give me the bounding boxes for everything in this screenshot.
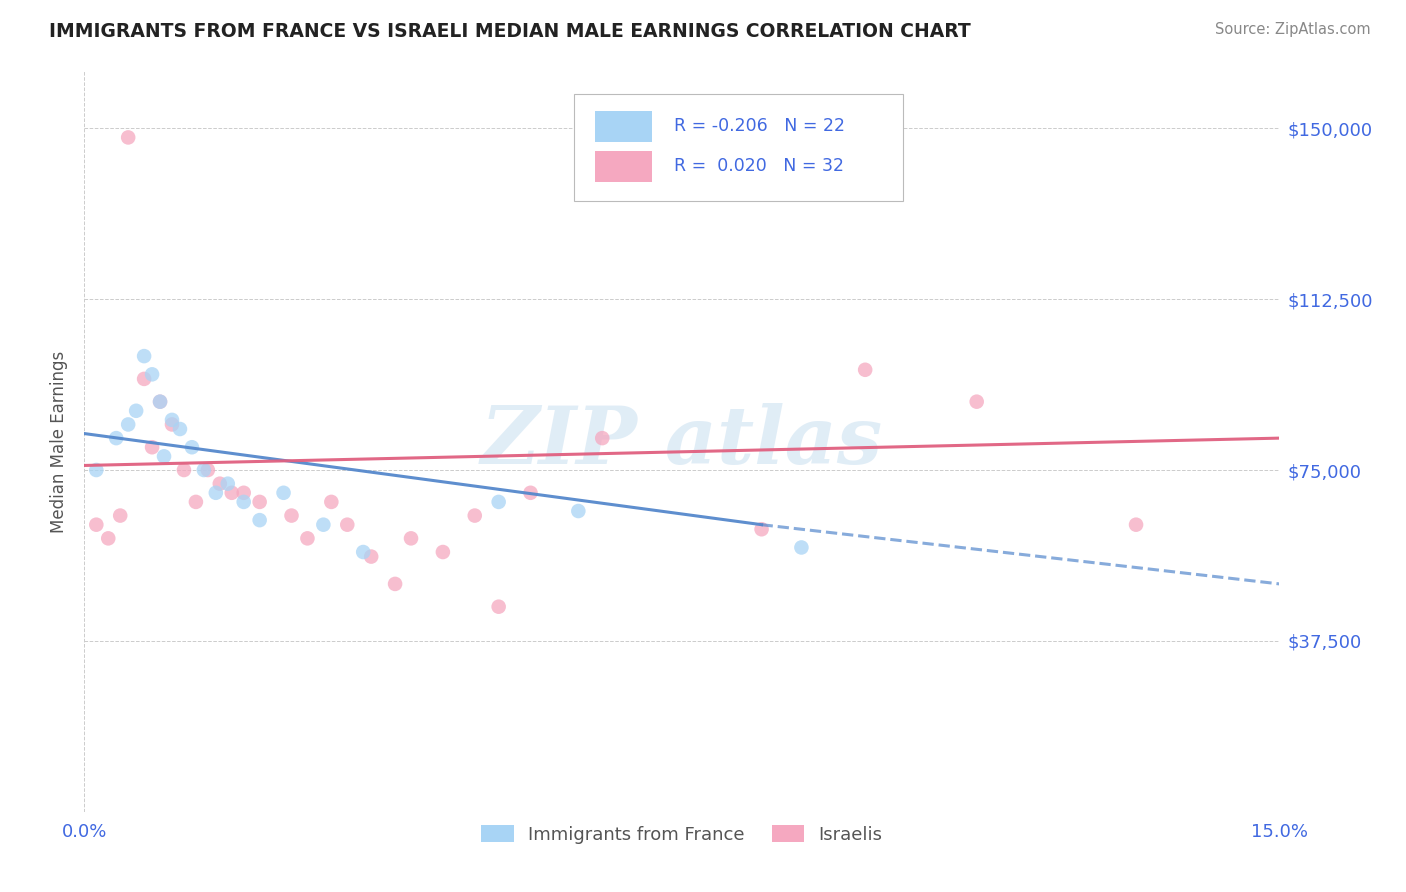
- Point: [249, 495, 271, 509]
- FancyBboxPatch shape: [595, 151, 652, 182]
- Point: [149, 394, 172, 409]
- Point: [117, 417, 139, 432]
- Point: [86, 517, 108, 532]
- Point: [86, 463, 108, 477]
- Point: [853, 363, 876, 377]
- Point: [249, 513, 271, 527]
- Point: [117, 130, 139, 145]
- Text: ZIP atlas: ZIP atlas: [481, 403, 883, 480]
- Point: [232, 485, 254, 500]
- Point: [110, 508, 132, 523]
- Point: [141, 368, 163, 382]
- Point: [125, 404, 148, 418]
- Text: R =  0.020   N = 32: R = 0.020 N = 32: [673, 157, 844, 175]
- Point: [751, 522, 773, 536]
- Point: [464, 508, 486, 523]
- Point: [232, 495, 254, 509]
- Legend: Immigrants from France, Israelis: Immigrants from France, Israelis: [474, 818, 890, 851]
- Point: [399, 532, 422, 546]
- Point: [160, 417, 183, 432]
- Point: [160, 413, 183, 427]
- Point: [132, 372, 156, 386]
- Point: [169, 422, 191, 436]
- Point: [567, 504, 589, 518]
- Point: [173, 463, 195, 477]
- Point: [193, 463, 215, 477]
- Text: IMMIGRANTS FROM FRANCE VS ISRAELI MEDIAN MALE EARNINGS CORRELATION CHART: IMMIGRANTS FROM FRANCE VS ISRAELI MEDIAN…: [49, 22, 972, 41]
- Point: [273, 485, 295, 500]
- Point: [97, 532, 120, 546]
- Text: Source: ZipAtlas.com: Source: ZipAtlas.com: [1215, 22, 1371, 37]
- Point: [141, 440, 163, 454]
- Point: [181, 440, 204, 454]
- Point: [790, 541, 813, 555]
- Point: [132, 349, 156, 363]
- Point: [488, 599, 510, 614]
- Point: [280, 508, 302, 523]
- Point: [966, 394, 988, 409]
- Y-axis label: Median Male Earnings: Median Male Earnings: [51, 351, 69, 533]
- Point: [221, 485, 243, 500]
- Point: [1125, 517, 1147, 532]
- Point: [488, 495, 510, 509]
- Text: R = -0.206   N = 22: R = -0.206 N = 22: [673, 117, 845, 136]
- FancyBboxPatch shape: [575, 94, 903, 201]
- Point: [312, 517, 335, 532]
- Point: [591, 431, 613, 445]
- Point: [149, 394, 172, 409]
- Point: [184, 495, 207, 509]
- Point: [384, 577, 406, 591]
- Point: [321, 495, 343, 509]
- Point: [432, 545, 454, 559]
- Point: [208, 476, 231, 491]
- Point: [360, 549, 382, 564]
- Point: [519, 485, 541, 500]
- Point: [153, 450, 176, 464]
- Point: [217, 476, 239, 491]
- Point: [197, 463, 219, 477]
- Point: [336, 517, 359, 532]
- Point: [297, 532, 319, 546]
- Point: [205, 485, 228, 500]
- Point: [352, 545, 374, 559]
- FancyBboxPatch shape: [595, 111, 652, 142]
- Point: [105, 431, 128, 445]
